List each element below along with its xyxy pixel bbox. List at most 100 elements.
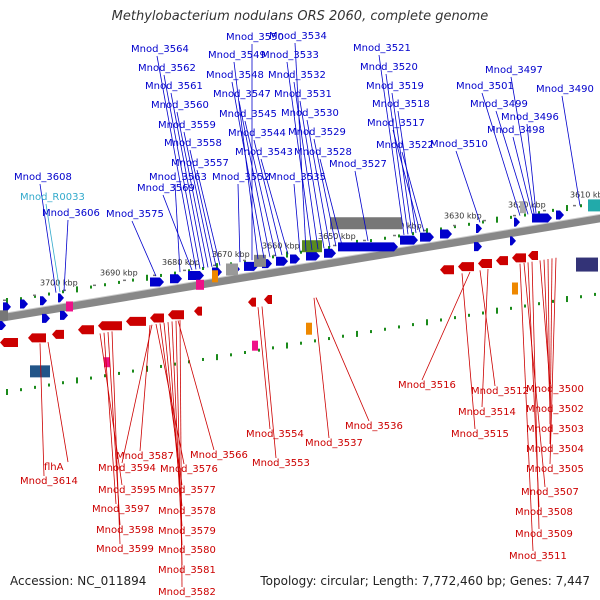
edge-dot xyxy=(513,214,516,217)
feature-gray xyxy=(254,254,266,267)
tick-top xyxy=(286,251,288,258)
label-pointer-bottom xyxy=(175,320,183,566)
gene-label-top: Mnod_3558 xyxy=(164,138,222,149)
gene-label-top: Mnod_3557 xyxy=(171,158,229,169)
label-pointer-top xyxy=(39,183,57,293)
gene-reverse xyxy=(478,258,492,268)
label-pointer-top xyxy=(189,149,217,267)
tick-bottom xyxy=(342,334,344,338)
gene-label-bottom: Mnod_3580 xyxy=(158,545,216,556)
tick-top xyxy=(160,273,162,277)
gene-label-bottom: Mnod_3579 xyxy=(158,526,216,537)
gene-label-top: Mnod_3562 xyxy=(138,63,196,74)
gene-forward xyxy=(556,210,564,220)
gene-forward xyxy=(338,242,398,252)
tick-top xyxy=(426,228,428,235)
gene-label-bottom: flhA xyxy=(44,462,64,473)
label-pointer-bottom xyxy=(461,273,476,430)
tick-top xyxy=(552,208,554,212)
label-pointer-top xyxy=(306,119,331,248)
gene-label-bottom: Mnod_3554 xyxy=(246,429,304,440)
tick-top xyxy=(174,271,176,275)
label-pointer-top xyxy=(196,169,221,266)
gene-label-top: Mnod_3560 xyxy=(151,100,209,111)
tick-top xyxy=(510,215,512,219)
edge-dot xyxy=(153,274,156,277)
label-pointer-top xyxy=(512,136,533,214)
genome-band xyxy=(0,214,600,322)
gene-forward xyxy=(276,256,288,266)
label-pointer-bottom xyxy=(531,261,540,530)
gene-label-top: Mnod_3535 xyxy=(268,172,326,183)
label-pointer-top xyxy=(231,81,265,259)
label-pointer-top xyxy=(238,100,271,258)
label-pointer-bottom xyxy=(523,262,546,488)
label-pointer-bottom xyxy=(39,343,45,477)
tick-bottom xyxy=(34,385,36,389)
feature-magenta xyxy=(196,279,204,290)
gene-label-bottom: Mnod_3598 xyxy=(96,525,154,536)
gene-label-bottom: Mnod_3581 xyxy=(158,565,216,576)
gene-label-bottom: Mnod_3504 xyxy=(526,444,584,455)
tick-top xyxy=(496,216,498,223)
tick-top xyxy=(580,204,582,208)
gene-reverse xyxy=(126,316,146,326)
tick-bottom xyxy=(258,348,260,352)
label-pointer-top xyxy=(45,203,61,293)
gene-label-top: Mnod_R0033 xyxy=(20,192,85,203)
label-pointer-bottom xyxy=(179,320,183,588)
gene-label-top: Mnod_3561 xyxy=(145,81,203,92)
tick-top xyxy=(202,266,204,270)
gene-forward xyxy=(420,232,434,242)
label-pointer-top xyxy=(495,110,529,215)
gene-reverse xyxy=(0,338,18,348)
edge-dot xyxy=(63,289,66,292)
gene-label-top: Mnod_3552 xyxy=(212,172,270,183)
gene-label-top: Mnod_3569 xyxy=(137,183,195,194)
gene-label-top: Mnod_3563 xyxy=(149,172,207,183)
tick-bottom xyxy=(188,360,190,364)
gene-label-top: Mnod_3533 xyxy=(261,50,319,61)
tick-bottom xyxy=(384,327,386,331)
tick-top xyxy=(48,292,50,296)
label-pointer-top xyxy=(397,110,417,234)
label-pointer-top xyxy=(163,74,201,269)
gene-forward-small xyxy=(0,321,6,331)
gene-label-top: Mnod_3543 xyxy=(235,147,293,158)
kbp-label: 3680 kbp xyxy=(162,258,200,267)
gene-reverse xyxy=(194,306,202,316)
gene-forward xyxy=(170,274,182,284)
tick-bottom xyxy=(76,377,78,384)
feature-teal xyxy=(588,199,600,212)
label-pointer-top xyxy=(176,111,209,268)
label-pointer-bottom xyxy=(549,258,553,445)
label-pointer-bottom xyxy=(549,257,557,465)
tick-bottom xyxy=(272,346,274,350)
feature-magenta xyxy=(252,340,258,351)
tick-bottom xyxy=(230,353,232,357)
tick-bottom xyxy=(90,376,92,380)
gene-label-bottom: Mnod_3582 xyxy=(158,587,216,598)
feature-navy xyxy=(576,257,598,272)
gene-reverse xyxy=(52,329,64,339)
gene-reverse xyxy=(264,295,272,305)
label-pointer-bottom xyxy=(99,333,123,486)
tick-bottom xyxy=(412,323,414,327)
feature-green xyxy=(302,240,322,253)
label-pointer-bottom xyxy=(421,271,471,381)
label-pointer-top xyxy=(183,131,213,267)
tick-bottom xyxy=(244,350,246,354)
edge-dot xyxy=(483,219,486,222)
tick-bottom xyxy=(146,365,148,372)
feature-orange xyxy=(212,270,218,283)
label-pointer-top xyxy=(455,150,481,223)
label-pointer-bottom xyxy=(261,306,277,459)
edge-dot xyxy=(363,239,366,242)
gene-label-top: Mnod_3606 xyxy=(42,208,100,219)
feature-gray xyxy=(226,263,238,276)
gene-forward xyxy=(58,293,64,303)
gene-forward xyxy=(188,270,204,280)
edge-dot xyxy=(123,279,126,282)
tick-bottom xyxy=(370,330,372,334)
gene-label-bottom: Mnod_3507 xyxy=(521,487,579,498)
